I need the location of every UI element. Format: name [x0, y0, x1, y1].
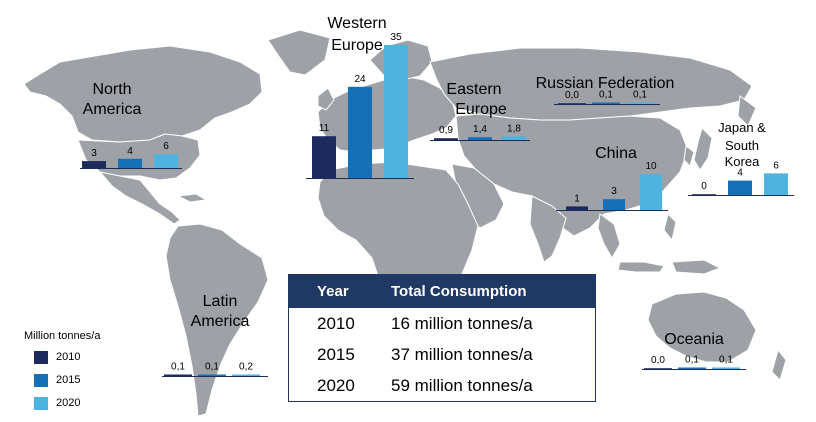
legend-label: 2015: [56, 374, 81, 386]
western-europe-bar-2010: [312, 136, 336, 178]
table-cell-year: 2015: [317, 344, 355, 364]
oceania-region-label: Oceania: [664, 331, 724, 348]
latin-america-bar-2010: [164, 374, 192, 376]
japan-south-korea-data-label-2010: 0: [701, 181, 707, 192]
oceania-data-label-2010: 0,0: [651, 355, 665, 366]
china-region-label: China: [595, 145, 637, 162]
eastern-europe-data-label-2010: 0,9: [439, 125, 453, 136]
table-header-consumption: Total Consumption: [391, 274, 596, 308]
china-bar-2015: [603, 199, 625, 210]
north-america-bar-2015: [118, 158, 142, 168]
legend-swatch: [34, 350, 48, 364]
russian-federation-region-label: Russian Federation: [536, 75, 675, 92]
latin-america-data-label-2020: 0,2: [239, 362, 253, 373]
eastern-europe-bar-2010: [434, 138, 458, 140]
legend-label: 2010: [56, 351, 81, 363]
table-header-year: Year: [288, 274, 391, 308]
japan-south-korea-region-label: Japan &: [718, 120, 766, 135]
western-europe-data-label-2010: 11: [319, 123, 330, 134]
western-europe-bar-2015: [348, 86, 372, 178]
china-data-label-2020: 10: [645, 161, 657, 172]
japan-south-korea-data-label-2015: 4: [737, 168, 743, 179]
table-cell-consumption: 37 million tonnes/a: [391, 344, 533, 364]
western-europe-data-label-2020: 35: [390, 32, 402, 43]
russian-federation-bar-2010: [558, 103, 586, 104]
legend-item-2015: 2015: [24, 373, 100, 387]
latin-america-bar-2015: [198, 374, 226, 376]
legend-item-2010: 2010: [24, 350, 100, 364]
legend-label: 2020: [56, 397, 81, 409]
table-row: 2020 59 million tonnes/a: [289, 370, 596, 402]
legend: Million tonnes/a 2010 2015 2020: [24, 330, 100, 419]
latin-america-data-label-2015: 0,1: [205, 362, 219, 373]
russian-federation-bar-2020: [626, 102, 654, 104]
china-data-label-2015: 3: [611, 186, 617, 197]
japan-south-korea-bar-2015: [728, 180, 752, 195]
russian-federation-data-label-2020: 0,1: [633, 90, 647, 101]
table-cell-year: 2010: [317, 313, 355, 333]
eastern-europe-data-label-2015: 1,4: [473, 124, 487, 135]
eastern-europe-bar-2020: [502, 136, 526, 140]
north-america-data-label-2010: 3: [91, 148, 97, 159]
oceania-bar-2020: [712, 367, 740, 369]
japan-south-korea-bar-2020: [764, 173, 788, 195]
legend-item-2020: 2020: [24, 396, 100, 410]
oceania-data-label-2020: 0,1: [719, 355, 733, 366]
oceania-bar-2015: [678, 367, 706, 369]
russian-federation-data-label-2010: 0,0: [565, 90, 579, 101]
japan-south-korea-region-label: Korea: [725, 154, 760, 169]
table-row: 2015 37 million tonnes/a: [289, 339, 596, 370]
japan-south-korea-region-label: South: [725, 138, 759, 153]
oceania-data-label-2015: 0,1: [685, 355, 699, 366]
legend-title: Million tonnes/a: [24, 330, 101, 342]
table-header-row: Year Total Consumption: [288, 274, 596, 308]
latin-america-region-label: America: [191, 313, 250, 330]
latin-america-data-label-2010: 0,1: [171, 362, 185, 373]
legend-swatch: [34, 373, 48, 387]
consumption-table: Year Total Consumption 2010 16 million t…: [288, 274, 596, 402]
eastern-europe-data-label-2020: 1,8: [507, 123, 521, 134]
eastern-europe-region-label: Europe: [455, 101, 507, 118]
latin-america-bar-2020: [232, 374, 260, 376]
north-america-bar-2010: [82, 161, 106, 168]
western-europe-region-label: Europe: [331, 37, 383, 54]
north-america-region-label: North: [92, 81, 131, 98]
western-europe-data-label-2015: 24: [354, 74, 366, 85]
table-cell-consumption: 16 million tonnes/a: [391, 313, 533, 333]
china-bar-2020: [640, 174, 662, 210]
western-europe-bar-2020: [384, 45, 408, 178]
north-america-data-label-2020: 6: [163, 141, 169, 152]
eastern-europe-bar-2015: [468, 137, 492, 140]
western-europe-region-label: Western: [327, 15, 386, 32]
latin-america-region-label: Latin: [203, 293, 238, 310]
north-america-region-label: America: [83, 101, 142, 118]
north-america-data-label-2015: 4: [127, 146, 133, 157]
eastern-europe-region-label: Eastern: [446, 81, 501, 98]
oceania-bar-2010: [644, 368, 672, 369]
north-america-bar-2020: [154, 154, 178, 168]
table-row: 2010 16 million tonnes/a: [289, 308, 596, 339]
russian-federation-bar-2015: [592, 102, 620, 104]
china-bar-2010: [566, 206, 588, 210]
table-cell-consumption: 59 million tonnes/a: [391, 375, 533, 395]
japan-south-korea-bar-2010: [692, 194, 716, 195]
table-cell-year: 2020: [317, 375, 355, 395]
japan-south-korea-data-label-2020: 6: [773, 160, 779, 171]
legend-swatch: [34, 396, 48, 410]
china-data-label-2010: 1: [574, 193, 580, 204]
russian-federation-data-label-2015: 0,1: [599, 90, 613, 101]
